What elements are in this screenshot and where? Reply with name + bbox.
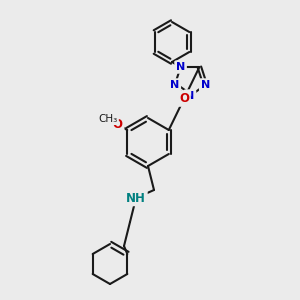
Text: N: N (176, 62, 185, 72)
Text: N: N (201, 80, 210, 90)
Text: N: N (170, 80, 179, 90)
Text: O: O (113, 118, 123, 131)
Text: NH: NH (126, 191, 146, 205)
Text: CH₃: CH₃ (98, 114, 118, 124)
Text: N: N (185, 91, 195, 101)
Text: O: O (179, 92, 189, 105)
